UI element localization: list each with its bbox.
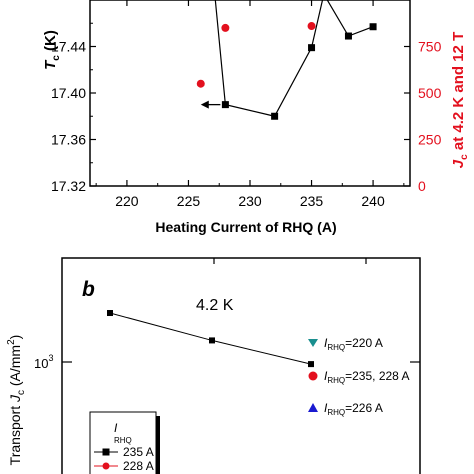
panel-b-series	[107, 310, 314, 368]
panel-b-jc-point	[308, 361, 314, 368]
panel-b: 103 b 4.2 K Transport Jc (A/mm2) IRHQ=22…	[6, 257, 421, 474]
panel-b-point-label: IRHQ=220 A	[324, 336, 383, 352]
legend-shadow	[156, 416, 160, 474]
panel-a-y2-tick-label: 500	[418, 85, 442, 101]
triangle-up-marker	[308, 403, 318, 412]
panel-a-y-tick-label: 17.36	[51, 132, 86, 148]
panel-b-point-label: IRHQ=235, 228 A	[324, 369, 410, 385]
panel-b-y-axis-label: Transport Jc (A/mm2)	[6, 335, 27, 466]
panel-a-x-tick-label: 225	[177, 193, 201, 209]
panel-a-y-tick-label: 17.44	[51, 39, 86, 55]
panel-a-jc-point	[307, 22, 316, 31]
panel-a-tc-point	[271, 112, 279, 120]
panel-a-tc-point	[369, 23, 377, 31]
panel-b-point-label: IRHQ=226 A	[324, 401, 383, 417]
panel-a-y2-ticks: 0 250 500 750	[404, 39, 442, 194]
panel-b-frame	[61, 257, 421, 474]
panel-b-label: b	[82, 278, 95, 301]
panel-a-tc-line	[214, 0, 374, 117]
panel-a-y-tick-label: 17.40	[51, 85, 86, 101]
legend-title: I	[114, 421, 118, 435]
panel-a-series	[196, 0, 377, 120]
circle-marker	[308, 371, 318, 381]
panel-b-legend: I RHQ 235 A 228 A	[89, 411, 160, 474]
panel-a-x-ticks: 220 225 230 235 240	[95, 0, 405, 209]
panel-a-y2-axis-label: Jc at 4.2 K and 12 T	[450, 32, 470, 168]
panel-a-y2-tick-label: 750	[418, 39, 442, 55]
panel-a-tc-point	[221, 101, 229, 109]
panel-a-x-tick-label: 240	[361, 193, 385, 209]
panel-a-jc-point	[196, 79, 205, 88]
panel-b-point-220: IRHQ=220 A	[308, 336, 383, 352]
panel-a-frame	[89, 0, 411, 187]
panel-a-y-tick-label: 17.32	[51, 178, 86, 194]
panel-b-y-tick-label: 103	[34, 353, 53, 371]
legend-frame	[89, 411, 157, 474]
panel-a-x-axis-label: Heating Current of RHQ (A)	[155, 219, 336, 235]
panel-a-tc-point	[344, 32, 352, 40]
legend-entry-228: 228 A	[123, 459, 154, 473]
panel-a-tc-point	[308, 44, 316, 52]
panel-a-arrow-head	[200, 100, 209, 109]
triangle-down-marker	[308, 339, 318, 347]
panel-b-point-226: IRHQ=226 A	[308, 401, 383, 417]
panel-a-y2-tick-label: 0	[418, 178, 426, 194]
panel-a-x-tick-label: 220	[115, 193, 139, 209]
legend-title-sub: RHQ	[114, 436, 132, 445]
legend-entry-235: 235 A	[123, 445, 154, 459]
panel-a-y2-tick-label: 250	[418, 132, 442, 148]
panel-a-jc-point	[221, 23, 230, 32]
panel-a-y-ticks: 17.32 17.36 17.40 17.44	[51, 22, 96, 194]
panel-b-temperature-annotation: 4.2 K	[196, 297, 234, 314]
panel-b-jc-point	[209, 337, 215, 344]
panel-a-y-axis-label: Tc (K)	[42, 30, 62, 70]
circle-marker	[102, 462, 110, 470]
square-marker	[102, 448, 110, 456]
panel-b-jc-point	[107, 310, 113, 317]
panel-a: 220 225 230 235 240 17.32 17.36 17.40 17.44 0 25…	[42, 0, 470, 235]
panel-a-x-tick-label: 230	[238, 193, 262, 209]
panel-a-x-tick-label: 235	[300, 193, 324, 209]
panel-b-point-235-228: IRHQ=235, 228 A	[308, 369, 410, 385]
panel-a-plot-area	[196, 0, 377, 120]
